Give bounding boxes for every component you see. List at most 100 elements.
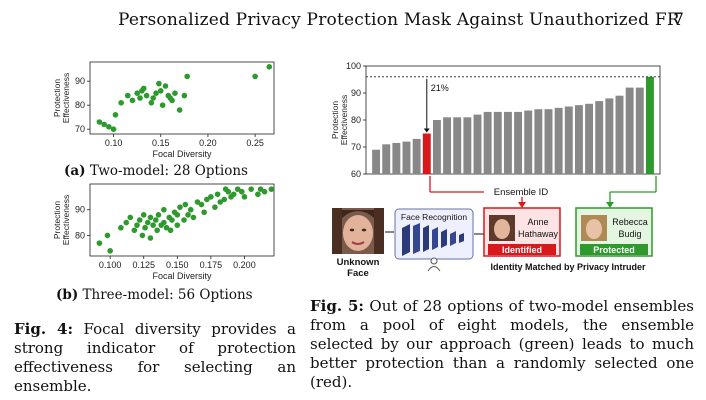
data-point [201, 209, 207, 216]
scatter-chart-three-model: 0.100 0.125 0.150 0.175 0.200 80 90 Focal Diver… [52, 183, 275, 281]
x-tick-label: 0.15 [152, 138, 170, 148]
data-point [238, 188, 245, 195]
data-point [177, 204, 183, 210]
data-point [106, 124, 112, 130]
data-point [150, 95, 157, 101]
fig5-graphic: 60 70 80 90 100 21% Protection Effectiveness En… [330, 61, 661, 279]
data-point [268, 186, 275, 192]
bar [483, 111, 492, 174]
y-tick-label: 60 [351, 169, 361, 179]
x-tick-label: 0.200 [233, 260, 256, 270]
data-point [147, 235, 154, 241]
y-tick-label: 70 [351, 142, 361, 152]
data-point [154, 227, 160, 234]
bar [412, 138, 421, 174]
data-point [208, 194, 214, 200]
bar [585, 103, 594, 174]
plot-frame [89, 183, 275, 257]
bar [554, 107, 563, 174]
data-point [147, 214, 154, 221]
data-point [181, 217, 187, 223]
data-point [169, 217, 175, 223]
data-point [241, 194, 248, 200]
fig5-caption: Fig. 5: Out of 28 options of two-model e… [310, 297, 694, 392]
bar [564, 106, 573, 174]
fig4a-caption-text: Two-model: 28 Options [89, 163, 248, 179]
data-point [96, 240, 103, 246]
data-point [221, 196, 228, 203]
identified-face-thumbnail [489, 215, 515, 241]
data-point [101, 121, 107, 128]
bar [392, 142, 401, 174]
data-point [217, 199, 224, 205]
data-point [131, 227, 138, 234]
data-point [174, 222, 181, 228]
identified-name-line2: Hathaway [518, 229, 559, 239]
x-tick-label: 0.100 [99, 260, 122, 270]
fig4b-caption: (b) Three-model: 56 Options [56, 287, 253, 303]
bar [524, 110, 533, 174]
data-point [140, 85, 147, 92]
data-point [161, 219, 167, 226]
x-axis-label: Focal Diversity [152, 271, 212, 281]
data-point [96, 119, 103, 125]
x-tick-label: 0.25 [246, 138, 264, 148]
data-point [172, 90, 178, 96]
y-tick-label: 80 [75, 100, 85, 110]
bar [453, 117, 462, 174]
fig4b-label: (b) [56, 287, 79, 303]
data-point [194, 199, 201, 205]
fig4a-label: (a) [64, 163, 86, 179]
data-point [104, 232, 111, 239]
data-point [148, 100, 155, 106]
x-tick-label: 0.175 [200, 260, 223, 270]
data-point [137, 95, 143, 101]
bar [625, 87, 634, 174]
fig4b-caption-text: Three-model: 56 Options [82, 287, 253, 303]
data-point [118, 224, 124, 231]
data-point [129, 97, 136, 104]
data-point [123, 219, 130, 226]
data-point [153, 217, 159, 223]
bar [372, 149, 381, 174]
running-header: Personalized Privacy Protection Mask Aga… [118, 10, 680, 30]
data-point [257, 186, 264, 192]
fig4-caption: Fig. 4: Focal diversity provides a stron… [14, 320, 296, 396]
data-point [150, 222, 156, 228]
bar [503, 111, 512, 174]
pipeline: Ensemble ID Unknown Face Face Recognitio… [332, 176, 657, 279]
data-point [157, 88, 164, 94]
data-point [230, 191, 237, 198]
fig4-caption-label: Fig. 4: [14, 320, 74, 338]
data-point [110, 126, 117, 132]
bar [473, 114, 482, 174]
chart-c-plot: 60 70 80 90 100 21% Protection Effectiveness [330, 61, 661, 179]
protected-name-line2: Budig [618, 229, 641, 239]
data-point [252, 73, 258, 80]
unknown-face-image [332, 208, 384, 254]
data-point [140, 212, 147, 218]
data-point [214, 191, 221, 198]
data-point [127, 214, 134, 221]
gap-arrowhead [423, 128, 430, 133]
neural-network-icon [402, 223, 464, 256]
identified-status: Identified [502, 245, 542, 255]
bar [605, 98, 614, 174]
data-point [184, 73, 190, 80]
data-point [167, 227, 174, 234]
y-tick-label: 100 [346, 61, 361, 71]
y-axis-label-word: Protection [52, 79, 62, 118]
data-point [118, 100, 124, 106]
data-point [190, 214, 197, 221]
x-axis-label: Focal Diversity [152, 149, 212, 159]
y-tick-label: 90 [75, 76, 85, 86]
data-point [174, 212, 181, 218]
y-axis-label-word: Protection [52, 201, 62, 240]
x-tick-label: 0.150 [166, 260, 189, 270]
green-arrowhead [606, 202, 614, 208]
protected-face-thumbnail [581, 215, 607, 241]
data-point [185, 212, 191, 218]
data-point [187, 206, 194, 213]
y-axis-label-word: Effectiveness [61, 195, 71, 245]
bar [534, 109, 543, 174]
